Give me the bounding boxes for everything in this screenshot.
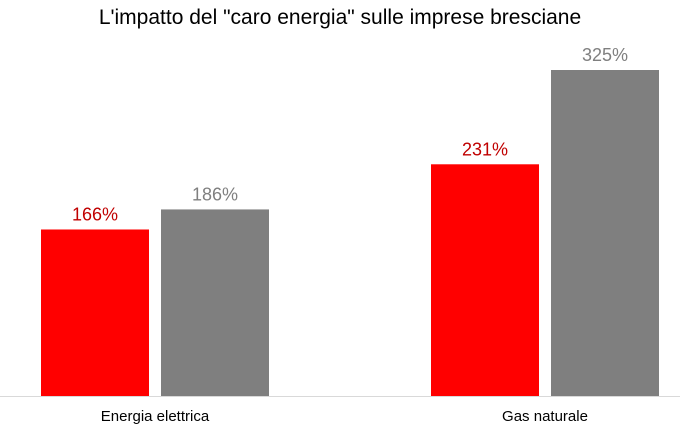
bar-red-1 [431, 164, 539, 396]
chart-title: L'impatto del "caro energia" sulle impre… [98, 6, 582, 29]
data-label-red-0: 166% [72, 204, 118, 224]
labels-group: 166% 186% Energia elettrica 231% 325% Gas nat… [72, 45, 628, 425]
category-label-0: Energia elettrica [101, 408, 210, 425]
bars-group [41, 70, 659, 396]
data-label-red-1: 231% [462, 139, 508, 159]
data-label-gray-0: 186% [192, 184, 238, 204]
bar-red-0 [41, 229, 149, 396]
bar-gray-0 [161, 209, 269, 396]
bar-gray-1 [551, 70, 659, 396]
data-label-gray-1: 325% [582, 45, 628, 65]
category-label-1: Gas naturale [502, 408, 588, 425]
